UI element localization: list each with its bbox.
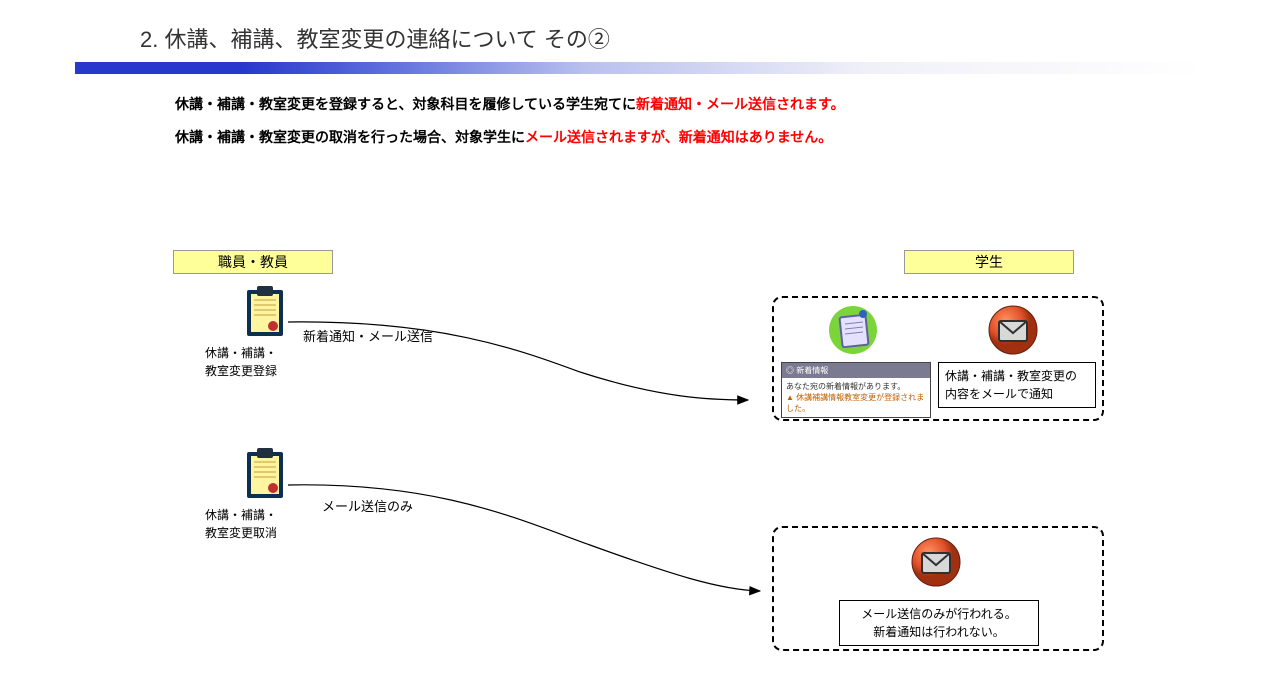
clipboard-cancel: 休講・補講・ 教室変更取消 <box>205 442 325 542</box>
mail-icon <box>908 534 964 595</box>
arrow-label-register: 新着通知・メール送信 <box>303 326 433 345</box>
clipboard-icon <box>235 442 295 502</box>
arrow-label-cancel: メール送信のみ <box>322 496 413 515</box>
desc-highlight: 新着通知・メール送信されます。 <box>636 96 845 112</box>
description-line-2: 休講・補講・教室変更の取消を行った場合、対象学生にメール送信されますが、新着通知… <box>175 127 832 147</box>
role-label-student: 学生 <box>904 250 1074 274</box>
news-panel-body: あなた宛の新着情報があります。 ▲ 休講補講情報教室変更が登録されました。 <box>782 378 930 417</box>
clipboard-caption: 休講・補講・ 教室変更取消 <box>205 506 325 542</box>
cancel-description-panel: メール送信のみが行われる。 新着通知は行われない。 <box>839 600 1039 646</box>
heading-underline <box>75 62 1205 74</box>
news-notification-icon <box>825 302 881 363</box>
page-title: 2. 休講、補講、教室変更の連絡について その② <box>140 22 610 54</box>
mail-description-panel: 休講・補講・教室変更の 内容をメールで通知 <box>938 362 1096 408</box>
clipboard-icon <box>235 280 295 340</box>
desc-highlight: メール送信されますが、新着通知はありません。 <box>525 129 832 145</box>
news-panel-header: ◎ 新着情報 <box>782 363 930 378</box>
role-label-staff: 職員・教員 <box>173 250 333 274</box>
desc-prefix: 休講・補講・教室変更を登録すると、対象科目を履修している学生宛てに <box>175 96 636 112</box>
mail-icon <box>985 302 1041 363</box>
desc-prefix: 休講・補講・教室変更の取消を行った場合、対象学生に <box>175 129 525 145</box>
clipboard-caption: 休講・補講・ 教室変更登録 <box>205 344 325 380</box>
news-panel-screenshot: ◎ 新着情報 あなた宛の新着情報があります。 ▲ 休講補講情報教室変更が登録され… <box>781 362 931 418</box>
description-line-1: 休講・補講・教室変更を登録すると、対象科目を履修している学生宛てに新着通知・メー… <box>175 94 845 114</box>
